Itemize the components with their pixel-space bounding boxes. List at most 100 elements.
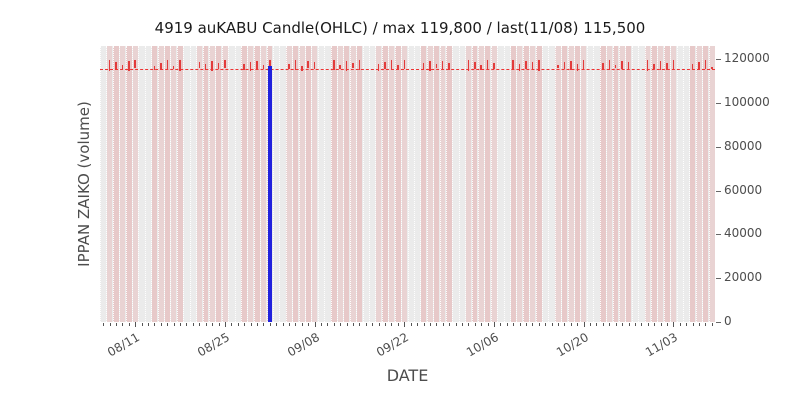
day-gridline <box>625 46 627 322</box>
day-band <box>625 46 632 322</box>
day-gridline <box>349 46 351 322</box>
y-tick-label: 120000 <box>724 51 770 66</box>
x-minor-tick <box>397 323 399 326</box>
day-gridline <box>311 46 313 322</box>
day-band <box>260 46 267 322</box>
y-tick-label: 80000 <box>724 138 763 153</box>
day-gridline <box>580 46 582 322</box>
day-gridline <box>420 46 422 322</box>
day-gridline <box>477 46 479 322</box>
day-band <box>209 46 215 322</box>
day-band <box>350 46 356 322</box>
day-gridline <box>112 46 114 322</box>
day-band <box>510 46 516 322</box>
chart-title: 4919 auKABU Candle(OHLC) / max 119,800 /… <box>154 19 646 37</box>
x-minor-tick <box>154 323 156 326</box>
x-minor-tick <box>487 323 489 326</box>
day-gridline <box>695 46 697 322</box>
x-minor-tick <box>493 323 495 326</box>
day-gridline <box>369 46 371 322</box>
candle-mark <box>352 62 354 69</box>
x-minor-tick <box>468 323 470 326</box>
day-gridline <box>157 46 159 322</box>
day-gridline <box>106 46 108 322</box>
day-band <box>305 46 311 322</box>
candle-mark <box>570 60 572 71</box>
day-gridline <box>657 46 659 322</box>
day-band <box>619 46 625 322</box>
candle-mark <box>525 61 527 69</box>
x-minor-tick <box>558 323 560 326</box>
day-gridline <box>343 46 345 322</box>
day-gridline <box>305 46 306 322</box>
day-gridline <box>407 46 409 322</box>
candle-mark <box>659 60 662 70</box>
day-band <box>215 46 222 322</box>
x-minor-tick <box>218 323 220 326</box>
day-gridline <box>567 46 569 322</box>
x-minor-tick <box>173 323 175 326</box>
x-minor-tick <box>461 323 463 326</box>
day-gridline <box>465 46 467 322</box>
day-band <box>433 46 440 322</box>
day-gridline <box>631 46 633 322</box>
candle-mark <box>160 62 162 71</box>
day-gridline <box>138 46 140 322</box>
x-minor-tick <box>327 323 329 326</box>
y-tick-label: 100000 <box>724 94 770 109</box>
candle-mark <box>345 60 348 71</box>
day-gridline <box>189 46 191 322</box>
day-gridline <box>676 46 678 322</box>
day-gridline <box>234 46 236 322</box>
day-band <box>491 46 497 322</box>
y-tick-mark <box>716 234 721 236</box>
day-gridline <box>606 46 608 322</box>
candle-mark <box>115 62 117 70</box>
day-gridline <box>618 46 620 322</box>
x-minor-tick <box>410 323 412 326</box>
day-band <box>337 46 343 322</box>
day-gridline <box>484 46 486 322</box>
candle-mark <box>582 59 585 69</box>
x-minor-tick <box>263 323 265 326</box>
day-band <box>689 46 696 322</box>
x-minor-tick <box>244 323 246 326</box>
x-minor-tick <box>666 323 668 326</box>
candle-mark <box>172 65 175 70</box>
day-gridline <box>401 46 403 322</box>
day-band <box>119 46 126 322</box>
day-band <box>401 46 407 322</box>
y-tick-mark <box>716 59 721 61</box>
x-minor-tick <box>288 323 290 326</box>
day-gridline <box>221 46 223 322</box>
day-gridline <box>375 46 377 322</box>
x-minor-tick <box>545 323 547 326</box>
candle-mark <box>422 62 425 70</box>
x-minor-tick <box>378 323 380 326</box>
day-gridline <box>215 46 217 322</box>
x-minor-tick <box>564 323 566 326</box>
day-gridline <box>285 46 287 322</box>
y-tick-label: 60000 <box>724 182 763 197</box>
x-minor-tick <box>519 323 521 326</box>
day-band <box>664 46 670 322</box>
day-gridline <box>119 46 121 322</box>
x-minor-tick <box>141 323 143 326</box>
candle-mark <box>441 60 444 70</box>
x-minor-tick <box>679 323 681 326</box>
x-minor-tick <box>641 323 643 326</box>
day-gridline <box>266 46 268 322</box>
candle-mark <box>243 63 245 70</box>
x-minor-tick <box>122 323 124 326</box>
candle-mark <box>621 61 623 70</box>
day-gridline <box>228 46 230 322</box>
candle-mark <box>339 64 341 69</box>
day-band <box>151 46 158 322</box>
day-band <box>132 46 138 322</box>
x-minor-tick <box>538 323 540 326</box>
x-minor-tick <box>436 323 438 326</box>
candle-mark <box>211 61 213 71</box>
plot-area <box>100 46 715 326</box>
candle-mark <box>538 59 540 71</box>
